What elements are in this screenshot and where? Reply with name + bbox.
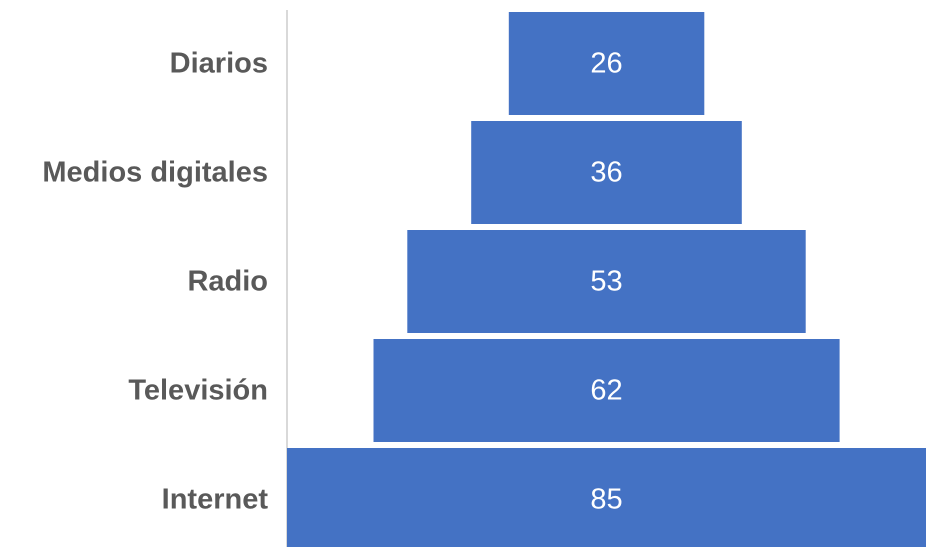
data-label: 85 [590, 484, 622, 516]
category-labels-group: Diarios Medios digitales Radio Televisión In… [42, 48, 268, 516]
category-label: Internet [162, 484, 269, 516]
bar-medios-digitales [471, 121, 742, 224]
category-label: Diarios [170, 48, 268, 80]
bar-televisión [373, 339, 840, 442]
category-label: Televisión [128, 375, 268, 407]
value-labels-group: 26 36 53 62 85 [590, 48, 622, 516]
category-label: Medios digitales [42, 157, 268, 189]
category-label: Radio [187, 266, 268, 298]
bars-group [287, 12, 926, 547]
bar-radio [407, 230, 806, 333]
bar-internet [287, 448, 926, 547]
data-label: 36 [590, 157, 622, 189]
data-label: 53 [590, 266, 622, 298]
data-label: 62 [590, 375, 622, 407]
data-label: 26 [590, 48, 622, 80]
bar-diarios [508, 12, 705, 115]
